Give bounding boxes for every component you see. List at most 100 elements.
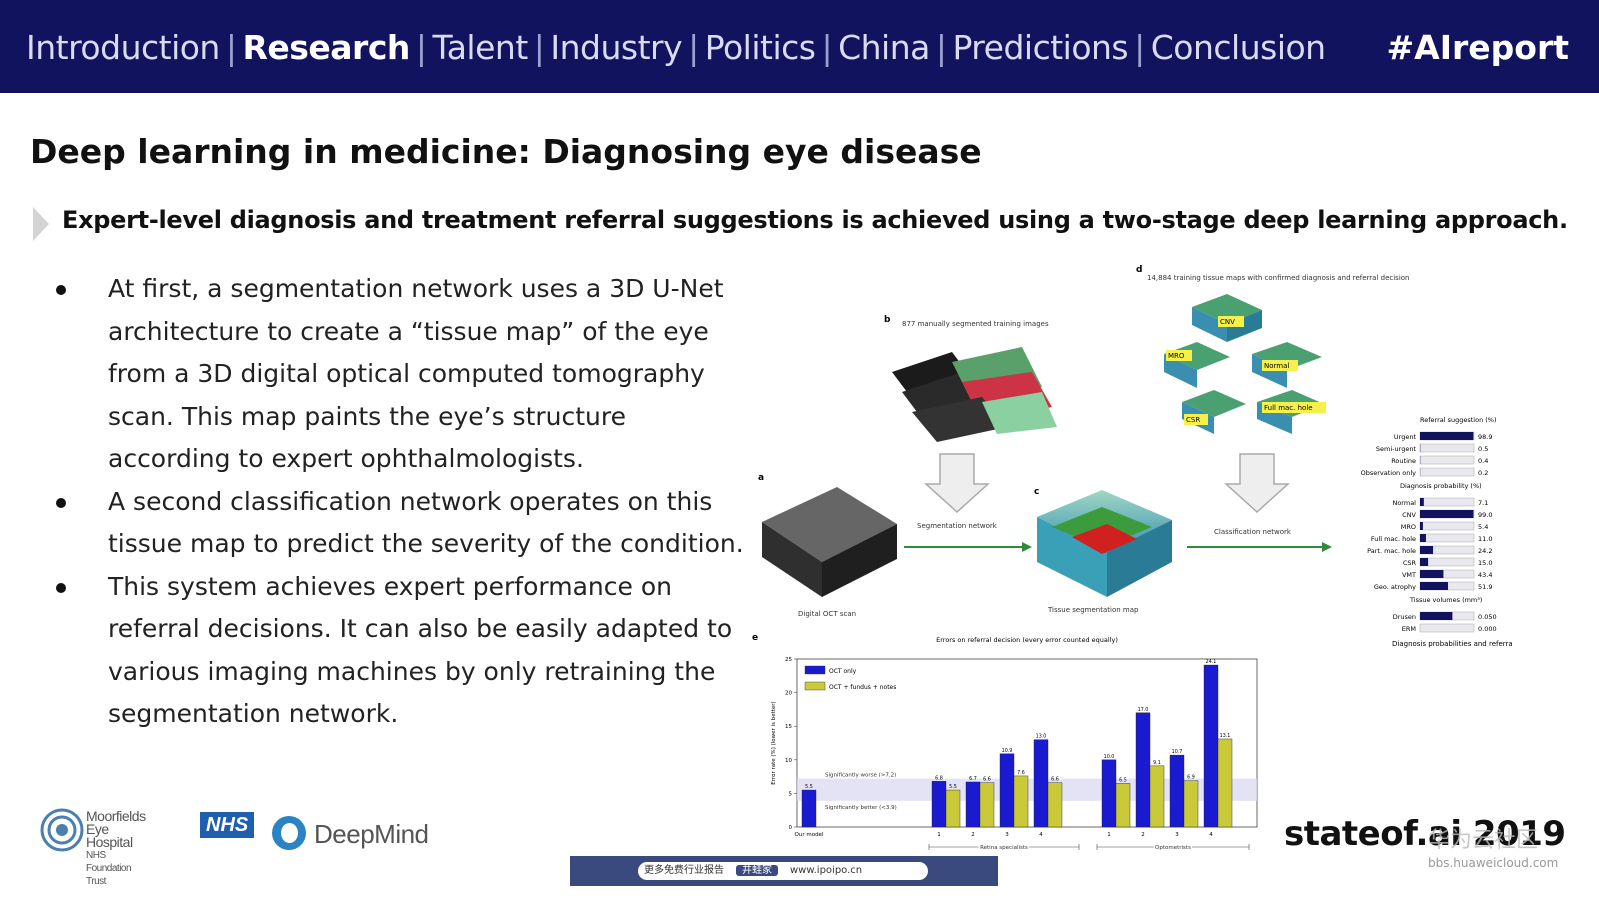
bar-oct-fundus-notes — [1183, 780, 1199, 828]
top-nav-bar: Introduction | Research | Talent | Industry | Po… — [0, 0, 1599, 93]
diagnosis-bar-bg — [1419, 497, 1475, 507]
diagnosis-bar — [1420, 546, 1434, 554]
referral-value: 0.5 — [1478, 445, 1488, 453]
nav-separator: | — [415, 28, 427, 67]
referral-value: 0.4 — [1478, 457, 1488, 465]
nhs-logo: NHS — [200, 812, 255, 838]
nav-item-china[interactable]: China — [838, 28, 930, 67]
bar-value-label: 10.7 — [1172, 749, 1183, 755]
volume-bar — [1420, 612, 1453, 620]
nav-item-talent[interactable]: Talent — [432, 28, 529, 67]
x-tick-label: 1 — [1107, 832, 1111, 838]
banner-pill[interactable]: 更多免费行业报告 井蛙家 www.ipoipo.cn — [638, 862, 928, 880]
summary-caption: Diagnosis probabilities and referral sug… — [1392, 640, 1512, 648]
brand-label: stateof.ai 2019 — [1284, 814, 1566, 854]
bar-oct-only — [1033, 739, 1049, 828]
bar-value-label: 9.1 — [1153, 760, 1161, 766]
banner-url[interactable]: www.ipoipo.cn — [790, 865, 863, 876]
bullet-list: At first, a segmentation network uses a … — [50, 268, 750, 736]
nav-separator: | — [533, 28, 545, 67]
hashtag-label: #AIreport — [1386, 28, 1569, 67]
diagnosis-value: 43.4 — [1478, 571, 1492, 579]
bar-value-label: 5.5 — [805, 784, 813, 790]
diagnosis-label: CNV — [1402, 511, 1416, 519]
legend-swatch — [804, 681, 826, 691]
nav-separator: | — [935, 28, 947, 67]
nav-item-research[interactable]: Research — [242, 28, 410, 67]
moorfields-logo-icon — [40, 808, 84, 852]
diagnosis-bar — [1420, 498, 1424, 506]
legend-label: OCT + fundus + notes — [829, 684, 896, 691]
nav-item-politics[interactable]: Politics — [704, 28, 816, 67]
bar-value-label: 6.9 — [1187, 775, 1195, 781]
volume-value: 0.050 — [1478, 613, 1497, 621]
training-images-stack — [892, 347, 1057, 442]
bar-value-label: 6.6 — [1051, 777, 1059, 783]
moorfields-subname: Eye Hospital — [86, 821, 133, 850]
banner-text: 更多免费行业报告 — [644, 865, 724, 876]
y-tick-label: 5 — [789, 791, 793, 797]
diagnosis-bar — [1420, 570, 1444, 578]
watermark-text: 华为云社区 — [1428, 828, 1539, 853]
bullet-item: At first, a segmentation network uses a … — [50, 268, 750, 481]
y-tick-label: 20 — [785, 691, 792, 697]
referral-title: Referral suggestion (%) — [1420, 416, 1497, 424]
tag-cnv: CNV — [1220, 318, 1235, 326]
bar-value-label: 6.6 — [983, 777, 991, 783]
referral-error-bar-chart: Errors on referral decision (every error… — [771, 636, 1258, 853]
referral-label: Observation only — [1361, 469, 1417, 477]
referral-value: 0.2 — [1478, 469, 1488, 477]
nav-item-introduction[interactable]: Introduction — [26, 28, 220, 67]
y-tick-label: 15 — [785, 724, 792, 730]
bar-oct-only — [1203, 664, 1219, 828]
bar-value-label: 13.1 — [1220, 733, 1231, 739]
bullet-dot-icon — [56, 285, 66, 295]
diagnosis-bar — [1420, 534, 1426, 542]
bottom-banner[interactable]: 更多免费行业报告 井蛙家 www.ipoipo.cn — [570, 856, 998, 886]
diagnosis-value: 99.0 — [1478, 511, 1492, 519]
diagnosis-bar — [1420, 522, 1423, 530]
bar-value-label: 24.1 — [1206, 659, 1217, 665]
right-arrow-icon — [1022, 542, 1032, 552]
nav-item-predictions[interactable]: Predictions — [952, 28, 1129, 67]
tissue-map-label: Tissue segmentation map — [1047, 606, 1139, 614]
x-tick-label: 3 — [1005, 832, 1009, 838]
x-tick-label: 1 — [937, 832, 941, 838]
deepmind-logo-icon — [272, 816, 306, 850]
bar-value-label: 6.5 — [1119, 777, 1127, 783]
bar-oct-only — [801, 789, 817, 828]
legend-label: OCT only — [829, 668, 857, 675]
referral-value: 98.9 — [1478, 433, 1492, 441]
nav-separator: | — [1134, 28, 1145, 67]
moorfields-logo-text: Moorfields Eye Hospital NHS Foundation T… — [86, 808, 146, 888]
bullet-dot-icon — [56, 582, 66, 593]
diagnosis-bar — [1420, 558, 1429, 566]
diagnosis-value: 5.4 — [1478, 523, 1488, 531]
pipeline-figure: a b c d e 877 manually segmented trainin… — [752, 265, 1512, 853]
y-tick-label: 25 — [785, 657, 792, 663]
bar-value-label: 7.6 — [1017, 770, 1025, 776]
y-tick-label: 0 — [789, 825, 793, 831]
x-tick-label: Our model — [795, 832, 824, 838]
diagnosis-label: MRO — [1401, 523, 1416, 531]
moorfields-name: Moorfields — [86, 808, 146, 824]
slide-subtitle: Expert-level diagnosis and treatment ref… — [62, 206, 1568, 234]
bar-oct-fundus-notes — [979, 782, 995, 828]
bar-oct-only — [1101, 759, 1117, 828]
tissue-tags: CNV MRO Normal Full mac. hole CSR — [1166, 316, 1326, 425]
nav-item-industry[interactable]: Industry — [550, 28, 683, 67]
caption-training-images: 877 manually segmented training images — [902, 320, 1049, 328]
nav-separator: | — [688, 28, 699, 67]
diagnosis-label: CSR — [1403, 559, 1417, 567]
nav-item-conclusion[interactable]: Conclusion — [1150, 28, 1326, 67]
deepmind-logo-text: DeepMind — [314, 819, 429, 849]
panel-label-d: d — [1136, 265, 1142, 275]
diagnosis-label: Geo. atrophy — [1374, 583, 1416, 591]
bar-oct-fundus-notes — [945, 789, 961, 828]
bar-value-label: 17.0 — [1138, 707, 1149, 713]
banner-chip: 井蛙家 — [736, 865, 778, 876]
bullet-text: This system achieves expert performance … — [108, 571, 733, 729]
x-tick-label: 2 — [971, 832, 975, 838]
panel-label-a: a — [758, 473, 764, 483]
bullet-dot-icon — [56, 497, 66, 508]
